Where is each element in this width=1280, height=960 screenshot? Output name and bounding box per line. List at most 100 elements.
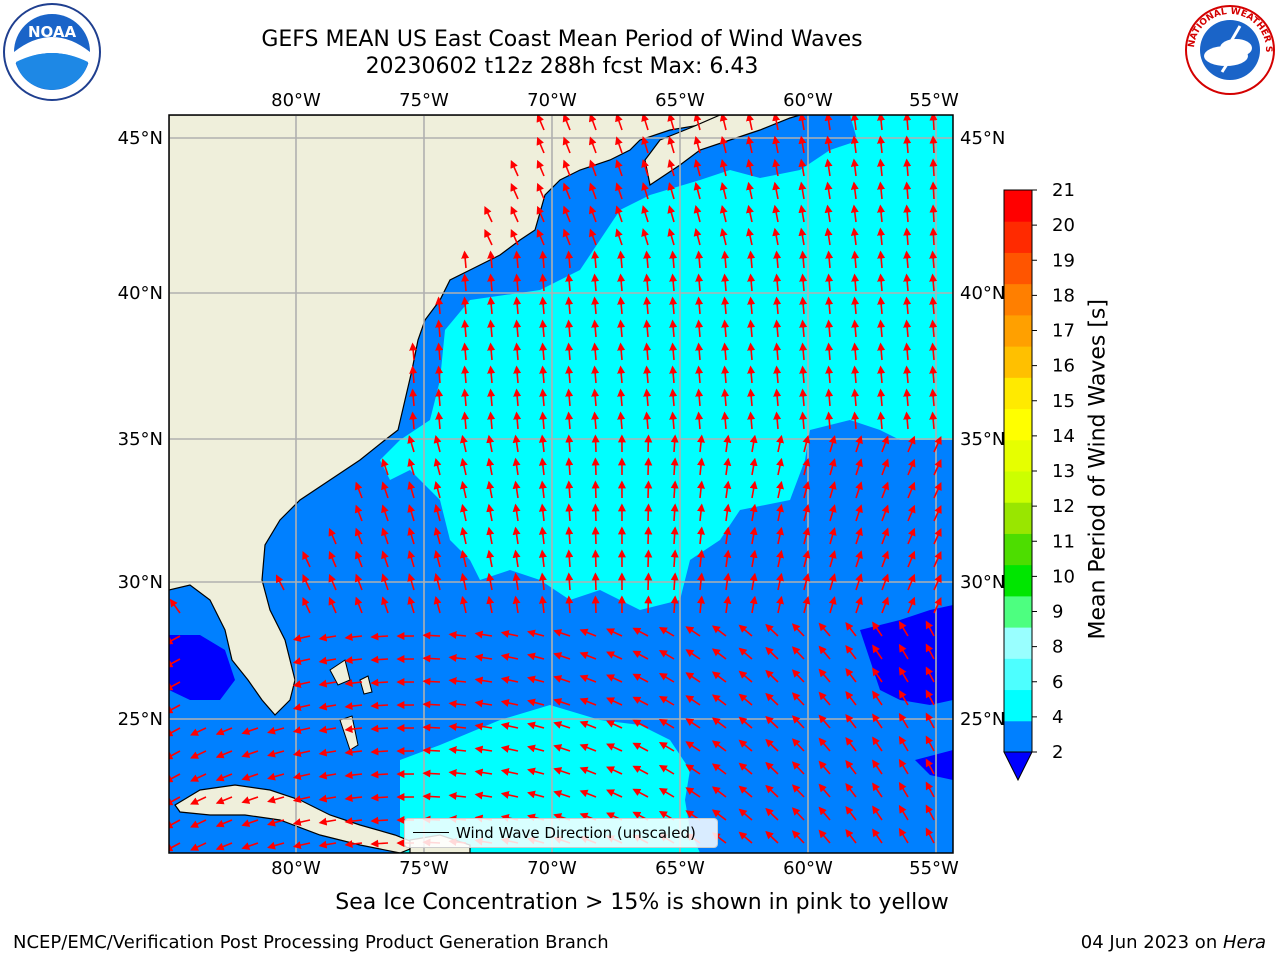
- wind-wave-arrow: [617, 273, 626, 292]
- wind-wave-arrow: [588, 182, 597, 200]
- wind-wave-arrow: [818, 645, 831, 660]
- wind-wave-arrow: [845, 668, 857, 683]
- wind-wave-arrow: [929, 135, 938, 154]
- map-title: GEFS MEAN US East Coast Mean Period of W…: [261, 27, 863, 52]
- wind-wave-arrow: [658, 695, 675, 706]
- wind-wave-arrow: [318, 794, 337, 803]
- wind-wave-arrow: [695, 411, 704, 430]
- wind-wave-arrow: [565, 595, 574, 614]
- wind-wave-arrow: [267, 749, 285, 758]
- wind-wave-arrow: [292, 657, 311, 666]
- wind-wave-arrow: [658, 649, 675, 660]
- wind-wave-arrow: [825, 388, 834, 407]
- wind-wave-arrow: [241, 750, 259, 758]
- wind-wave-arrow: [641, 159, 649, 177]
- wind-wave-arrow: [190, 773, 207, 782]
- wind-wave-arrow: [738, 785, 753, 798]
- wind-wave-arrow: [697, 503, 705, 522]
- wind-wave-arrow: [275, 574, 285, 591]
- wind-wave-arrow: [643, 342, 652, 361]
- wind-wave-arrow: [536, 136, 545, 154]
- wind-wave-arrow: [773, 365, 782, 384]
- wind-wave-arrow: [591, 503, 600, 522]
- wind-wave-arrow: [407, 550, 416, 568]
- wind-wave-arrow: [693, 181, 702, 200]
- wind-wave-arrow: [565, 342, 574, 361]
- wind-wave-arrow: [907, 596, 916, 614]
- wind-wave-arrow: [267, 841, 285, 850]
- wind-wave-arrow: [512, 503, 521, 522]
- wind-wave-arrow: [169, 796, 181, 806]
- wind-wave-arrow: [685, 718, 701, 729]
- wind-wave-arrow: [738, 624, 753, 637]
- wind-wave-arrow: [738, 831, 753, 844]
- wind-wave-arrow: [658, 718, 675, 729]
- colorbar-tick-label: 20: [1052, 215, 1075, 236]
- wind-wave-arrow: [877, 411, 886, 430]
- nws-logo: NATIONAL WEATHER SERVICE: [1180, 2, 1275, 95]
- wind-wave-arrow: [773, 273, 782, 292]
- wind-wave-arrow: [565, 457, 574, 476]
- wind-wave-arrow: [500, 791, 519, 799]
- lon-label-top-80w: 80°W: [271, 90, 321, 111]
- wind-wave-arrow: [643, 273, 652, 292]
- wind-wave-arrow: [486, 434, 495, 453]
- wind-wave-arrow: [772, 181, 781, 200]
- wind-wave-arrow: [669, 388, 678, 407]
- wind-wave-arrow: [903, 411, 912, 430]
- wind-wave-arrow: [851, 411, 860, 430]
- wind-wave-arrow: [929, 158, 938, 177]
- wind-wave-arrow: [850, 158, 859, 177]
- wind-wave-arrow: [606, 651, 623, 660]
- wind-wave-arrow: [422, 792, 441, 801]
- wind-wave-arrow: [407, 481, 416, 499]
- wind-wave-arrow: [591, 342, 600, 361]
- wind-wave-arrow: [433, 526, 442, 545]
- wind-wave-arrow: [513, 342, 522, 361]
- colorbar-label: Mean Period of Wind Waves [s]: [1085, 299, 1111, 640]
- wind-wave-arrow: [474, 630, 493, 639]
- wind-wave-arrow: [461, 296, 470, 315]
- wind-wave-arrow: [802, 434, 811, 453]
- wind-wave-arrow: [798, 204, 807, 223]
- wind-wave-arrow: [765, 807, 779, 821]
- wind-wave-arrow: [459, 526, 468, 545]
- wind-wave-arrow: [527, 790, 545, 799]
- wind-wave-arrow: [877, 319, 886, 338]
- wind-wave-arrow: [553, 675, 571, 683]
- wind-wave-arrow: [695, 250, 704, 269]
- wind-wave-arrow: [765, 623, 779, 637]
- colorbar-tick-label: 17: [1052, 321, 1075, 342]
- wind-wave-arrow: [711, 671, 727, 683]
- colorbar-segment: [1004, 408, 1032, 441]
- wind-wave-arrow: [538, 549, 547, 568]
- wind-wave-arrow: [695, 365, 704, 384]
- wind-wave-arrow: [925, 689, 935, 706]
- wind-wave-arrow: [898, 804, 909, 821]
- wind-wave-arrow: [328, 527, 337, 545]
- wind-wave-arrow: [765, 692, 779, 706]
- wind-wave-arrow: [818, 691, 831, 706]
- wind-wave-arrow: [719, 135, 728, 154]
- wind-wave-arrow: [818, 622, 831, 637]
- wind-wave-arrow: [773, 342, 782, 361]
- colorbar-tick-label: 13: [1052, 461, 1075, 482]
- wind-wave-arrow: [641, 228, 649, 246]
- wind-wave-arrow: [881, 527, 890, 545]
- wind-wave-arrow: [670, 526, 679, 545]
- wind-wave-arrow: [565, 273, 574, 292]
- lon-label-top-75w: 75°W: [399, 90, 449, 111]
- wind-wave-arrow: [845, 737, 857, 752]
- colorbar-segment: [1004, 720, 1032, 753]
- wind-wave-arrow: [486, 595, 495, 614]
- wind-wave-arrow: [929, 296, 938, 315]
- wind-wave-arrow: [344, 794, 363, 803]
- map-legend: Wind Wave Direction (unscaled): [404, 818, 718, 848]
- wind-wave-arrow: [407, 435, 416, 453]
- wind-wave-arrow: [850, 181, 859, 200]
- wind-wave-arrow: [903, 227, 912, 246]
- wind-wave-arrow: [697, 434, 705, 453]
- wind-wave-arrow: [512, 434, 521, 453]
- wind-wave-arrow: [881, 504, 890, 522]
- wind-wave-arrow: [344, 633, 363, 642]
